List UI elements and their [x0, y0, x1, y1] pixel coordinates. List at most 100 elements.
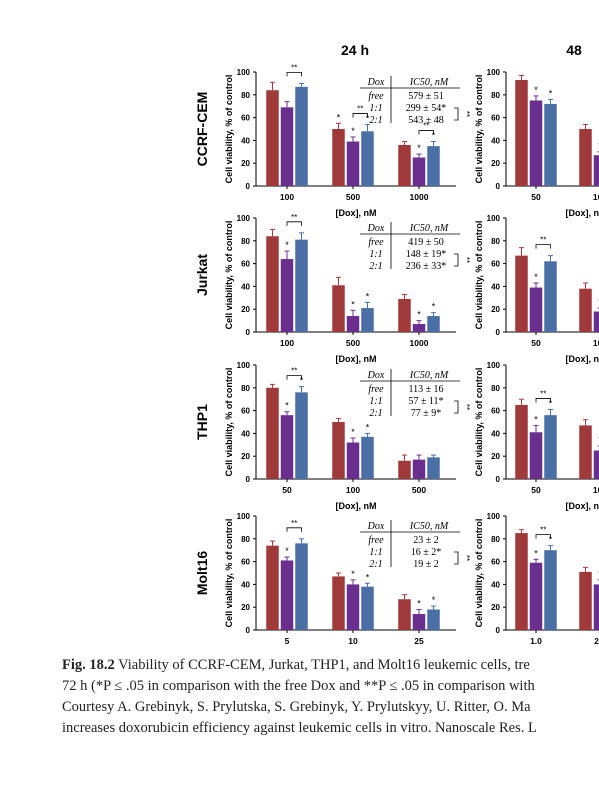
bar: [266, 236, 279, 332]
x-axis-label: [Dox], nM: [336, 354, 377, 364]
column-title: 48: [566, 42, 582, 58]
y-tick-label: 100: [237, 512, 251, 521]
bar: [295, 392, 308, 479]
bar: [361, 586, 374, 630]
y-tick-label: 20: [241, 603, 250, 612]
x-tick-label: 500: [346, 338, 360, 348]
ic50-table-cell: 77 ± 9*: [411, 408, 442, 419]
y-tick-label: 60: [241, 407, 250, 416]
y-tick-label: 40: [491, 282, 500, 291]
row-title: CCRF-CEM: [194, 92, 210, 167]
bar: [579, 129, 592, 186]
significance-bracket: [535, 398, 551, 403]
ic50-table-header: Dox: [367, 77, 385, 88]
bar: [515, 79, 528, 186]
ic50-table-cell: 2:1: [369, 261, 382, 272]
significance-star: *: [549, 535, 553, 545]
significance-bracket: [286, 375, 302, 380]
bar: [361, 131, 374, 186]
bar: [346, 584, 360, 630]
bracket-label: **: [291, 63, 297, 72]
y-tick-label: 20: [491, 603, 500, 612]
significance-star: *: [351, 427, 355, 437]
y-axis-label: Cell viability, % of control: [224, 519, 234, 628]
bar: [515, 255, 528, 332]
significance-star: *: [549, 88, 553, 98]
significance-star: *: [417, 143, 421, 153]
ic50-table-header: IC50, nM: [409, 521, 449, 532]
bar: [427, 316, 440, 332]
bar: [529, 562, 543, 630]
y-tick-label: 60: [241, 114, 250, 123]
figure-caption: Fig. 18.2 Viability of CCRF-CEM, Jurkat,…: [62, 655, 599, 739]
significance-star: *: [417, 598, 421, 608]
ic50-table-cell: 23 ± 2: [413, 535, 439, 546]
bar: [579, 288, 592, 332]
y-tick-label: 80: [491, 91, 500, 100]
y-axis-label: Cell viability, % of control: [474, 519, 484, 628]
ic50-table-cell: free: [368, 91, 384, 102]
significance-star: *: [300, 376, 304, 386]
y-tick-label: 100: [487, 68, 501, 77]
row-title: Jurkat: [194, 254, 210, 296]
ic50-table-cell: 19 ± 2: [413, 559, 439, 570]
ic50-bracket: [454, 107, 459, 121]
y-tick-label: 0: [246, 182, 251, 191]
ic50-table-cell: 57 ± 11*: [408, 396, 443, 407]
bar: [529, 287, 543, 332]
bar: [361, 308, 374, 332]
bar: [412, 459, 426, 479]
y-tick-label: 60: [241, 260, 250, 269]
y-tick-label: 40: [241, 282, 250, 291]
bracket-label: **: [540, 526, 546, 535]
ic50-bracket-label: **: [462, 404, 471, 410]
bar: [515, 404, 528, 479]
bar: [544, 103, 557, 186]
significance-star: *: [432, 131, 436, 141]
y-tick-label: 60: [491, 260, 500, 269]
ic50-bracket-label: **: [462, 555, 471, 561]
x-tick-label: 5: [285, 636, 290, 646]
bar: [412, 614, 426, 630]
bar: [332, 422, 345, 479]
x-axis-label: [Dox], nM: [566, 501, 599, 511]
x-tick-label: 1000: [410, 338, 429, 348]
y-axis-label: Cell viability, % of control: [224, 221, 234, 330]
ic50-table-cell: 579 ± 51: [408, 91, 444, 102]
ic50-bracket-label: **: [462, 257, 471, 263]
ic50-table-cell: 2:1: [369, 408, 382, 419]
significance-bracket: [535, 534, 551, 539]
row-title: Molt16: [194, 551, 210, 596]
x-tick-label: 500: [412, 485, 426, 495]
significance-star: *: [366, 291, 370, 301]
y-tick-label: 100: [487, 214, 501, 223]
y-tick-label: 80: [241, 384, 250, 393]
ic50-table: Dox IC50, nM free 419 ± 50 1:1 148 ± 19* 2:1 23…: [360, 222, 471, 272]
bar: [398, 599, 411, 630]
ic50-table-header: Dox: [367, 370, 385, 381]
bracket-label: **: [291, 519, 297, 528]
bar: [544, 415, 557, 479]
bar: [579, 425, 592, 479]
significance-star: *: [432, 595, 436, 605]
y-tick-label: 20: [491, 159, 500, 168]
significance-star: *: [285, 401, 289, 411]
chart-panel: Cell viability, % of control 0 20 40 60 80 100…: [224, 512, 471, 646]
ic50-bracket: [454, 400, 459, 414]
bar: [295, 86, 308, 186]
bar: [332, 129, 345, 186]
y-tick-label: 80: [241, 237, 250, 246]
significance-star: *: [351, 126, 355, 136]
x-axis-label: [Dox], nM: [336, 501, 377, 511]
significance-star: *: [351, 299, 355, 309]
figure-canvas: 24 h 48 CCRF-CEM Jurkat THP1 Molt16 Cell via…: [194, 42, 599, 646]
x-tick-label: 100: [593, 192, 599, 202]
significance-bracket: [286, 527, 302, 532]
caption-line-1: Viability of CCRF-CEM, Jurkat, THP1, and…: [114, 657, 530, 673]
caption-line-4: increases doxorubicin efficiency against…: [62, 720, 537, 736]
bracket-label: **: [291, 213, 297, 222]
bar: [579, 571, 592, 630]
bar: [515, 533, 528, 630]
ic50-table-cell: 236 ± 33*: [406, 261, 447, 272]
bar: [529, 432, 543, 479]
